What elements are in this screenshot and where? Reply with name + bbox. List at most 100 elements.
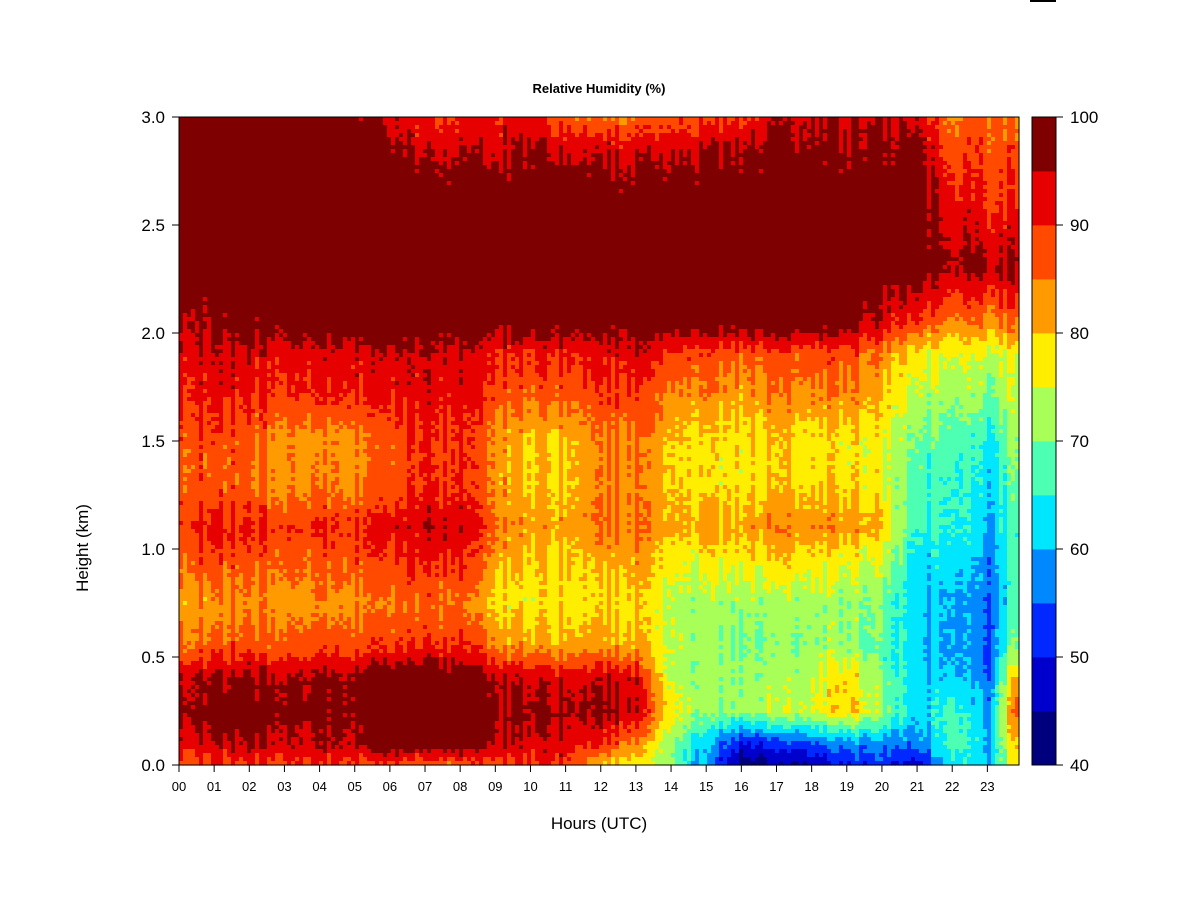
heatmap-cell	[291, 201, 296, 206]
heatmap-cell	[215, 413, 220, 418]
heatmap-cell	[223, 341, 228, 346]
heatmap-cell	[211, 225, 216, 230]
heatmap-cell	[187, 697, 192, 702]
heatmap-cell	[199, 529, 204, 534]
heatmap-cell	[179, 169, 184, 174]
heatmap-cell	[219, 181, 224, 186]
heatmap-cell	[215, 397, 220, 402]
heatmap-cell	[263, 225, 268, 230]
heatmap-cell	[247, 265, 252, 270]
heatmap-cell	[183, 453, 188, 458]
heatmap-cell	[211, 493, 216, 498]
heatmap-cell	[287, 217, 292, 222]
heatmap-cell	[183, 553, 188, 558]
heatmap-cell	[255, 689, 260, 694]
heatmap-cell	[191, 341, 196, 346]
heatmap-cell	[223, 649, 228, 654]
heatmap-cell	[275, 233, 280, 238]
heatmap-cell	[247, 349, 252, 354]
heatmap-cell	[251, 345, 256, 350]
heatmap-cell	[199, 749, 204, 754]
heatmap-cell	[267, 165, 272, 170]
heatmap-cell	[243, 633, 248, 638]
heatmap-cell	[195, 365, 200, 370]
heatmap-cell	[239, 717, 244, 722]
heatmap-cell	[235, 161, 240, 166]
heatmap-cell	[231, 133, 236, 138]
heatmap-cell	[247, 517, 252, 522]
heatmap-cell	[231, 397, 236, 402]
heatmap-cell	[279, 709, 284, 714]
heatmap-cell	[247, 313, 252, 318]
heatmap-cell	[287, 529, 292, 534]
heatmap-cell	[291, 469, 296, 474]
heatmap-cell	[287, 145, 292, 150]
heatmap-cell	[207, 517, 212, 522]
heatmap-cell	[291, 441, 296, 446]
heatmap-cell	[195, 273, 200, 278]
heatmap-cell	[195, 209, 200, 214]
heatmap-cell	[179, 449, 184, 454]
heatmap-cell	[239, 489, 244, 494]
heatmap-cell	[223, 413, 228, 418]
heatmap-cell	[207, 437, 212, 442]
heatmap-cell	[263, 249, 268, 254]
heatmap-cell	[211, 473, 216, 478]
heatmap-cell	[195, 757, 200, 762]
heatmap-cell	[247, 437, 252, 442]
heatmap-cell	[227, 509, 232, 514]
heatmap-cell	[183, 377, 188, 382]
heatmap-cell	[239, 305, 244, 310]
heatmap-cell	[219, 377, 224, 382]
heatmap-cell	[287, 389, 292, 394]
heatmap-cell	[203, 129, 208, 134]
heatmap-cell	[179, 253, 184, 258]
heatmap-cell	[287, 725, 292, 730]
heatmap-cell	[179, 385, 184, 390]
heatmap-cell	[215, 221, 220, 226]
heatmap-cell	[215, 541, 220, 546]
heatmap-cell	[259, 201, 264, 206]
heatmap-cell	[279, 361, 284, 366]
heatmap-cell	[219, 577, 224, 582]
heatmap-cell	[183, 505, 188, 510]
heatmap-cell	[271, 349, 276, 354]
heatmap-cell	[223, 373, 228, 378]
heatmap-cell	[283, 273, 288, 278]
heatmap-cell	[199, 333, 204, 338]
heatmap-cell	[255, 441, 260, 446]
heatmap-cell	[231, 361, 236, 366]
heatmap-cell	[247, 425, 252, 430]
heatmap-cell	[235, 193, 240, 198]
heatmap-cell	[291, 225, 296, 230]
heatmap-cell	[243, 673, 248, 678]
heatmap-cell	[183, 461, 188, 466]
heatmap-cell	[219, 221, 224, 226]
heatmap-cell	[231, 177, 236, 182]
heatmap-cell	[231, 425, 236, 430]
heatmap-cell	[255, 529, 260, 534]
heatmap-cell	[195, 197, 200, 202]
heatmap-cell	[179, 249, 184, 254]
heatmap-cell	[267, 293, 272, 298]
heatmap-cell	[219, 649, 224, 654]
heatmap-cell	[191, 553, 196, 558]
heatmap-cell	[235, 541, 240, 546]
heatmap-cell	[183, 325, 188, 330]
heatmap-cell	[203, 337, 208, 342]
heatmap-cell	[239, 313, 244, 318]
heatmap-cell	[287, 633, 292, 638]
heatmap-cell	[283, 709, 288, 714]
heatmap-cell	[239, 405, 244, 410]
heatmap-cell	[207, 393, 212, 398]
heatmap-cell	[231, 221, 236, 226]
heatmap-cell	[239, 709, 244, 714]
heatmap-cell	[231, 421, 236, 426]
heatmap-cell	[187, 277, 192, 282]
heatmap-cell	[271, 505, 276, 510]
heatmap-cell	[223, 149, 228, 154]
heatmap-cell	[179, 461, 184, 466]
heatmap-cell	[283, 313, 288, 318]
heatmap-cell	[279, 693, 284, 698]
heatmap-cell	[203, 581, 208, 586]
